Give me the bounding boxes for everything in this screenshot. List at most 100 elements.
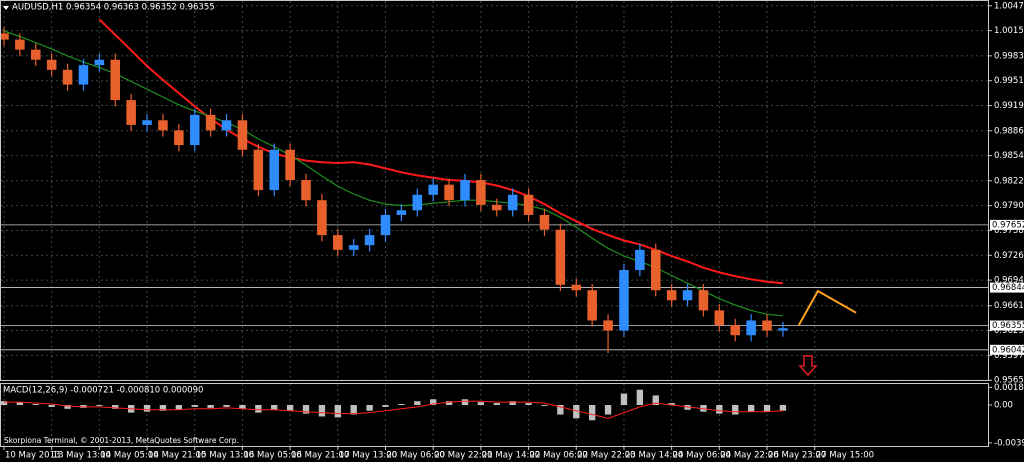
- candle-body: [0, 33, 9, 40]
- candle-body: [174, 130, 184, 146]
- macd-histogram-bar: [302, 405, 310, 414]
- y-tick-label: 0.98865: [994, 126, 1024, 136]
- candle-body: [762, 320, 772, 331]
- symbol-menu-icon[interactable]: [3, 6, 9, 10]
- level-label: 0.96042: [992, 345, 1024, 355]
- candle-body: [380, 214, 391, 236]
- candle-body: [317, 200, 327, 236]
- macd-histogram-bar: [763, 405, 771, 412]
- y-tick-label: 1.00155: [994, 26, 1024, 36]
- macd-histogram-bar: [175, 405, 183, 410]
- level-label-bg: [990, 282, 1024, 293]
- x-tick-label: 22 May 06:00: [530, 451, 588, 461]
- candle-body: [333, 235, 343, 250]
- candle-body: [348, 245, 359, 250]
- x-tick-label: 16 May 05:00: [243, 451, 301, 461]
- x-tick-label: 14 May 21:00: [148, 451, 206, 461]
- macd-histogram-bar: [16, 402, 24, 405]
- macd-histogram-bar: [286, 405, 294, 411]
- x-tick-label: 26 May 23:00: [768, 451, 826, 461]
- y-tick-label: 0.98545: [994, 151, 1024, 161]
- candle-body: [444, 184, 454, 201]
- x-tick-label: 16 May 21:00: [291, 451, 349, 461]
- candle-body: [714, 310, 725, 326]
- projection-line: [797, 289, 857, 326]
- candle-body: [285, 149, 295, 181]
- macd-histogram-bar: [96, 405, 103, 406]
- candle-body: [523, 194, 534, 215]
- candle-body: [507, 194, 518, 211]
- candle-body: [30, 49, 41, 60]
- macd-histogram-bar: [271, 405, 278, 410]
- chart-header: AUDUSD,H1 0.96354 0.96363 0.96352 0.9635…: [12, 3, 215, 13]
- macd-frame: [0, 383, 989, 447]
- macd-histogram-bar: [779, 405, 787, 411]
- candle-body: [746, 320, 756, 336]
- x-tick-label: 27 May 15:00: [816, 451, 874, 461]
- macd-histogram-bar: [398, 404, 405, 405]
- candle-body: [364, 235, 375, 246]
- macd-histogram-bar: [668, 403, 675, 405]
- candle-body: [603, 320, 613, 331]
- macd-header: MACD(12,26,9) -0.000721 -0.000810 0.0000…: [3, 386, 203, 396]
- candle-body: [78, 65, 89, 85]
- candle-body: [158, 120, 168, 131]
- macd-histogram-bar: [48, 405, 55, 407]
- level-label-bg: [990, 219, 1024, 230]
- candle-body: [15, 39, 25, 50]
- level-label-bg: [990, 320, 1024, 331]
- macd-y-tick-label: 0.001845: [994, 383, 1024, 393]
- macd-histogram-bar: [541, 405, 548, 406]
- candle-body: [189, 114, 200, 146]
- candle-body: [619, 270, 629, 331]
- x-tick-label: 10 May 2013: [5, 451, 60, 461]
- macd-histogram-bar: [0, 401, 8, 405]
- macd-histogram-bar: [716, 405, 723, 414]
- macd-histogram-bar: [430, 399, 437, 405]
- macd-histogram-bar: [652, 395, 659, 405]
- candle-body: [778, 328, 788, 331]
- macd-histogram-bar: [382, 405, 389, 407]
- macd-histogram-bar: [143, 405, 151, 412]
- candle-body: [650, 249, 661, 291]
- candle-body: [492, 204, 502, 211]
- candle-body: [412, 194, 423, 211]
- candle-body: [253, 149, 264, 191]
- candle-body: [635, 249, 645, 271]
- macd-histogram-bar: [366, 405, 373, 411]
- macd-histogram-bar: [334, 405, 341, 418]
- x-tick-label: 21 May 14:00: [482, 451, 540, 461]
- macd-histogram-bar: [350, 405, 357, 415]
- candle-body: [682, 290, 693, 301]
- macd-histogram-bar: [732, 405, 739, 415]
- candle-body: [428, 184, 438, 195]
- x-tick-label: 17 May 13:00: [339, 451, 397, 461]
- macd-signal-line: [4, 400, 783, 419]
- macd-histogram-bar: [207, 405, 214, 408]
- macd-histogram-bar: [557, 405, 564, 415]
- macd-histogram-bar: [588, 405, 596, 421]
- candle-body: [110, 59, 121, 101]
- level-label: 0.96844: [992, 283, 1024, 293]
- macd-histogram-bar: [318, 405, 326, 417]
- candle-body: [396, 210, 407, 215]
- x-tick-label: 24 May 06:00: [673, 451, 731, 461]
- candle-body: [698, 290, 709, 311]
- macd-y-tick-label: 0.00: [994, 401, 1013, 411]
- macd-histogram-bar: [747, 405, 755, 412]
- x-tick-label: 20 May 06:00: [387, 451, 445, 461]
- macd-histogram-bar: [620, 393, 628, 405]
- main-frame: [0, 0, 989, 381]
- macd-histogram-bar: [604, 405, 612, 415]
- candle-body: [221, 120, 232, 131]
- plot: [0, 18, 988, 421]
